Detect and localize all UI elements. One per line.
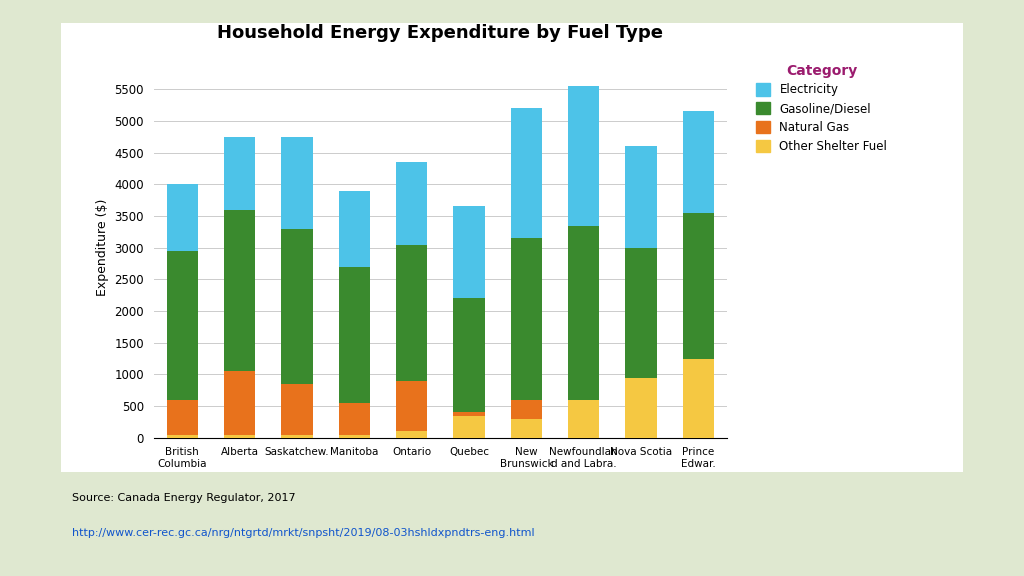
Bar xyxy=(626,146,656,248)
Text: Source: Canada Energy Regulator, 2017: Source: Canada Energy Regulator, 2017 xyxy=(72,493,295,503)
Bar xyxy=(454,416,484,438)
Bar xyxy=(683,213,714,358)
Bar xyxy=(339,267,370,403)
Bar xyxy=(683,112,714,213)
Bar xyxy=(396,381,427,431)
Bar xyxy=(224,434,255,438)
Bar xyxy=(511,108,542,238)
Bar xyxy=(454,298,484,412)
Bar xyxy=(224,210,255,372)
Text: http://www.cer-rec.gc.ca/nrg/ntgrtd/mrkt/snpsht/2019/08-03hshldxpndtrs-eng.html: http://www.cer-rec.gc.ca/nrg/ntgrtd/mrkt… xyxy=(72,528,535,537)
Bar xyxy=(282,137,312,229)
Bar xyxy=(626,378,656,438)
Bar xyxy=(167,251,198,400)
Bar xyxy=(339,434,370,438)
Bar xyxy=(167,184,198,251)
Bar xyxy=(396,431,427,438)
Bar xyxy=(511,238,542,400)
Bar xyxy=(683,358,714,438)
Legend: Electricity, Gasoline/Diesel, Natural Gas, Other Shelter Fuel: Electricity, Gasoline/Diesel, Natural Ga… xyxy=(756,63,888,153)
Bar xyxy=(511,419,542,438)
Y-axis label: Expenditure ($): Expenditure ($) xyxy=(95,199,109,297)
Bar xyxy=(568,226,599,400)
Bar xyxy=(224,137,255,210)
Bar xyxy=(568,86,599,226)
Bar xyxy=(282,384,312,434)
Bar xyxy=(511,400,542,419)
Bar xyxy=(339,191,370,267)
Bar xyxy=(167,400,198,434)
Bar xyxy=(454,207,484,298)
Bar xyxy=(224,372,255,434)
Bar xyxy=(396,245,427,381)
Bar xyxy=(339,403,370,434)
Bar xyxy=(568,400,599,438)
Bar xyxy=(167,434,198,438)
Title: Household Energy Expenditure by Fuel Type: Household Energy Expenditure by Fuel Typ… xyxy=(217,24,664,42)
Bar xyxy=(454,412,484,416)
Bar xyxy=(282,229,312,384)
Bar xyxy=(396,162,427,245)
Bar xyxy=(282,434,312,438)
Bar xyxy=(626,248,656,378)
